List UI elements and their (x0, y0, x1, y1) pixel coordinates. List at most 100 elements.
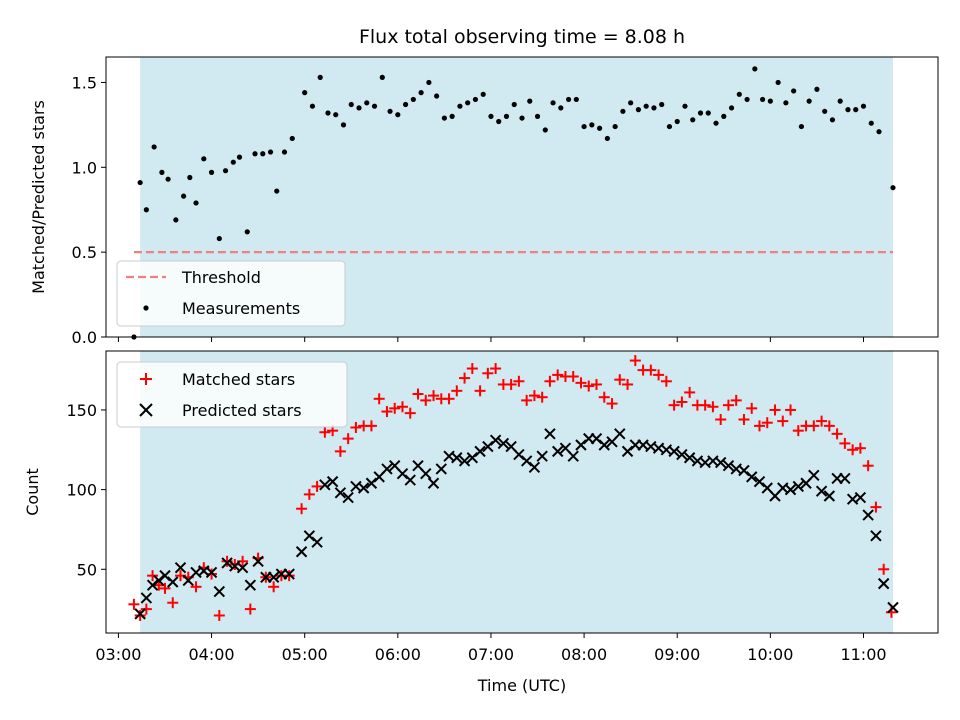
measurement-point (488, 113, 494, 119)
measurement-point (868, 120, 874, 126)
predicted-point (722, 460, 735, 472)
measurement-point (597, 125, 603, 131)
top-y-axis-label: Matched/Predicted stars (29, 100, 48, 294)
matched-point (645, 364, 657, 376)
matched-point (583, 380, 595, 392)
matched-point (676, 396, 688, 408)
matched-point (722, 399, 734, 411)
matched-point (715, 414, 727, 426)
x-tick-label: 09:00 (654, 645, 700, 664)
predicted-point (870, 530, 882, 542)
matched-point (373, 393, 385, 405)
measurement-point (697, 110, 704, 116)
matched-point (420, 394, 432, 406)
measurement-point (410, 96, 416, 103)
measurement-point (612, 123, 618, 130)
matched-point (544, 375, 556, 387)
predicted-point (877, 577, 890, 590)
measurement-point (193, 200, 199, 206)
measurement-point (325, 110, 331, 116)
matched-point (614, 374, 626, 386)
matched-point (808, 420, 820, 432)
measurement-point (418, 90, 424, 96)
predicted-point (489, 434, 502, 446)
measurement-point (705, 110, 711, 116)
matched-point (738, 414, 750, 426)
bottom-y-tick-label: 150 (66, 401, 97, 420)
measurement-point (309, 103, 316, 109)
measurement-point (666, 123, 673, 130)
matched-point (792, 425, 804, 437)
predicted-point (784, 483, 797, 496)
measurement-point (674, 118, 680, 125)
measurement-point (651, 105, 657, 111)
predicted-point (854, 491, 867, 504)
measurement-point (581, 123, 587, 130)
measurement-point (181, 193, 187, 199)
matched-point (761, 417, 773, 429)
predicted-point (140, 592, 153, 604)
matched-point (746, 402, 758, 414)
top-y-tick-label: 0.5 (72, 243, 97, 262)
matched-point (466, 363, 478, 375)
measurement-point (728, 105, 735, 111)
matched-point (428, 390, 440, 402)
predicted-point (153, 574, 165, 587)
matched-point (311, 480, 323, 492)
matched-point (769, 404, 781, 416)
matched-point (451, 385, 463, 397)
measurement-point (236, 154, 243, 160)
measurement-point (348, 101, 354, 108)
measurement-point (744, 96, 750, 103)
matched-point (684, 386, 696, 398)
matched-point (699, 399, 711, 411)
measurement-point (845, 107, 851, 113)
matched-point (490, 363, 502, 375)
measurement-point (806, 98, 812, 104)
measurement-point (395, 112, 401, 118)
measurement-point (281, 149, 288, 155)
measurement-point (201, 156, 207, 162)
measurement-point (333, 112, 339, 118)
predicted-point (311, 536, 323, 548)
predicted-point (839, 472, 851, 485)
matched-point (167, 597, 179, 609)
x-axis: 03:00 04:00 05:00 06:00 07:00 08:00 09:00 10:00… (95, 633, 887, 664)
top-y-tick-label: 1.0 (72, 158, 97, 177)
x-tick-label: 06:00 (375, 645, 421, 664)
matched-point (823, 420, 835, 432)
measurement-point (519, 115, 525, 121)
measurement-point (775, 79, 781, 86)
x-axis-label: Time (UTC) (477, 676, 566, 695)
matched-point (854, 442, 866, 454)
measurement-point (302, 90, 308, 96)
matched-point (536, 391, 548, 403)
measurement-point (542, 127, 548, 133)
measurement-point (814, 86, 820, 92)
measurement-point (604, 135, 610, 142)
predicted-point (205, 566, 218, 579)
predicted-point (451, 452, 463, 464)
measurement-point (860, 103, 867, 109)
matched-point (707, 401, 719, 413)
measurement-point (356, 105, 362, 111)
measurement-point (659, 101, 665, 108)
predicted-point (236, 561, 249, 574)
measurement-point (216, 235, 222, 242)
top-x-ticks (117, 337, 864, 342)
predicted-point (167, 576, 179, 588)
measurement-point (371, 103, 378, 109)
matched-point (296, 503, 308, 515)
predicted-point (420, 467, 432, 480)
measurement-point (151, 144, 157, 150)
measurement-point (511, 101, 517, 108)
predicted-point (714, 456, 727, 469)
measurement-point (829, 117, 836, 123)
measurement-point (527, 98, 533, 104)
measurement-point (379, 74, 385, 80)
predicted-point (823, 490, 836, 502)
predicted-point (614, 428, 626, 440)
predicted-point (536, 450, 548, 462)
measurement-point (628, 100, 634, 106)
matched-point (404, 407, 416, 419)
